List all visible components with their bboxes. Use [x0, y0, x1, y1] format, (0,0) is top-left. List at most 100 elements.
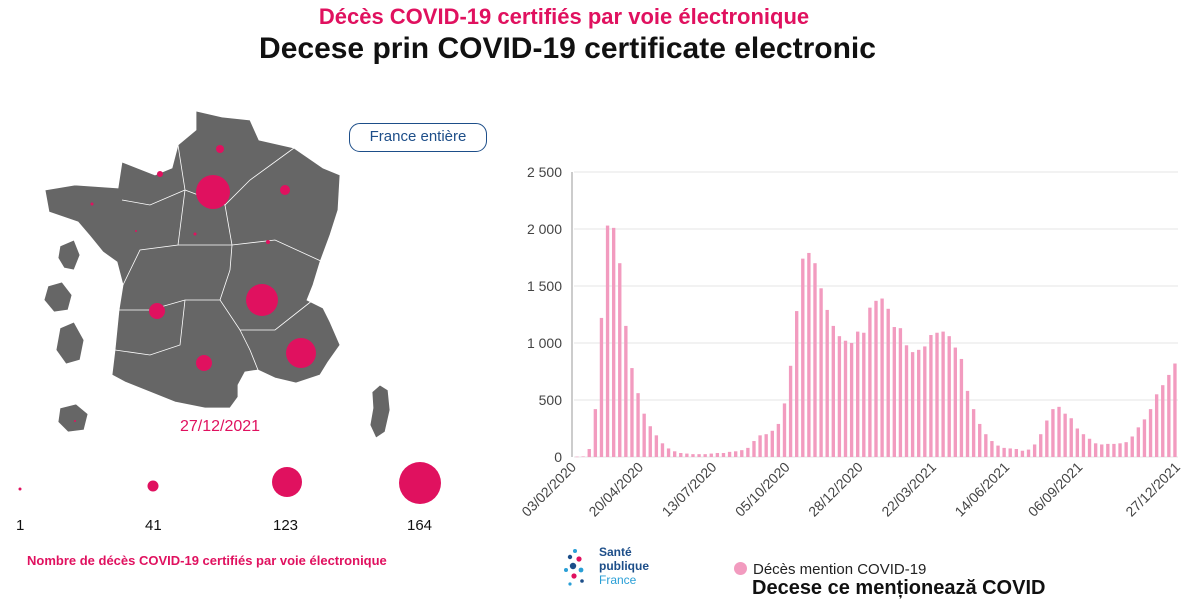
bar	[575, 456, 579, 458]
y-tick-label: 1 000	[527, 335, 562, 351]
bar	[782, 403, 787, 457]
bar	[825, 309, 829, 457]
bar	[1093, 443, 1098, 457]
bar	[1106, 443, 1110, 457]
logo-dots-icon	[564, 549, 584, 586]
x-tick-label: 06/09/2021	[1025, 459, 1086, 520]
bar	[672, 451, 677, 457]
bar	[917, 349, 921, 457]
bar	[630, 368, 634, 457]
bar	[843, 340, 848, 457]
map-bubble	[280, 185, 290, 195]
size-legend-label-123: 123	[273, 517, 299, 534]
bar	[758, 435, 762, 457]
bar	[746, 447, 750, 457]
bar	[642, 413, 646, 457]
bar	[605, 225, 610, 457]
sante-publique-france-logo	[564, 549, 584, 586]
y-tick-label: 0	[554, 449, 562, 465]
x-tick-label: 13/07/2020	[659, 459, 720, 520]
bar	[1100, 444, 1104, 457]
island-reunion	[57, 403, 89, 433]
x-tick-label: 14/06/2021	[951, 459, 1012, 520]
size-legend-bubble-123	[272, 467, 302, 497]
size-legend-label-164: 164	[407, 517, 433, 534]
france-entiere-button[interactable]: France entière	[349, 123, 487, 152]
bar	[910, 352, 915, 457]
size-legend-label-1: 1	[16, 517, 25, 534]
bar	[959, 358, 964, 457]
chart-title-fr: Décès COVID-19 certifiés par voie électr…	[318, 4, 810, 29]
bar	[868, 307, 872, 457]
bar	[709, 453, 713, 457]
series-legend-label-ro: Decese ce menționează COVID	[752, 577, 1046, 599]
bar	[813, 263, 817, 457]
bar	[660, 443, 665, 457]
bar	[953, 347, 957, 457]
map-bubble	[74, 420, 76, 422]
x-tick-label: 03/02/2020	[518, 459, 579, 520]
mainland-france	[44, 110, 341, 409]
bar	[734, 451, 738, 457]
bar	[935, 332, 939, 457]
bar	[1032, 444, 1037, 457]
bar	[1051, 409, 1055, 457]
size-legend-label-41: 41	[145, 517, 162, 534]
size-legend-bubbles	[18, 462, 441, 504]
bar	[788, 365, 793, 457]
bar	[1039, 434, 1043, 457]
chart-y-tick-labels: 0 500 1 000 1 500 2 000 2 500	[527, 164, 562, 465]
bar	[691, 454, 695, 457]
map-bubble	[196, 175, 230, 209]
bar	[923, 346, 927, 457]
map-bubble	[90, 202, 94, 206]
bar	[740, 450, 744, 457]
bar	[636, 393, 640, 457]
bar	[892, 327, 896, 457]
map-bubble	[286, 338, 316, 368]
bar	[1057, 406, 1061, 457]
bar	[666, 448, 671, 457]
bar	[1142, 419, 1147, 457]
x-tick-label: 05/10/2020	[732, 459, 793, 520]
bar	[1075, 428, 1080, 457]
size-legend-bubble-41	[147, 480, 159, 492]
bar	[929, 335, 933, 457]
bar	[807, 252, 811, 457]
bar	[697, 454, 701, 457]
bar	[685, 453, 689, 457]
bar	[1167, 374, 1171, 457]
island-west-small	[57, 239, 81, 271]
corsica	[369, 384, 391, 439]
map-bubble	[196, 355, 212, 371]
bar	[1112, 443, 1116, 457]
bar	[715, 453, 720, 457]
bar	[831, 325, 835, 457]
bar	[1081, 434, 1086, 457]
bar	[1136, 427, 1141, 457]
bar	[611, 227, 616, 457]
bar	[1173, 363, 1177, 457]
bar	[703, 454, 707, 457]
logo-text-publique: publique	[599, 559, 649, 573]
bar	[618, 263, 622, 457]
series-legend: Décès mention COVID-19	[734, 561, 926, 578]
map-date: 27/12/2021	[179, 418, 261, 435]
bar	[874, 300, 878, 457]
series-legend-label-fr: Décès mention COVID-19	[753, 561, 927, 578]
bar	[898, 328, 903, 457]
bar	[849, 343, 854, 457]
x-tick-label: 28/12/2020	[805, 459, 866, 520]
bar	[990, 441, 994, 457]
map-bubbles	[74, 145, 316, 422]
deaths-bar-chart: 0 500 1 000 1 500 2 000 2 500 03/02/2020 20/04…	[518, 164, 1183, 520]
bar	[1020, 450, 1025, 457]
bar	[599, 317, 604, 457]
bar	[1154, 394, 1159, 457]
france-map	[43, 110, 391, 439]
bar	[624, 325, 628, 457]
bar	[764, 434, 768, 457]
bar	[819, 288, 823, 457]
bar	[1118, 443, 1122, 457]
bar	[837, 336, 842, 457]
